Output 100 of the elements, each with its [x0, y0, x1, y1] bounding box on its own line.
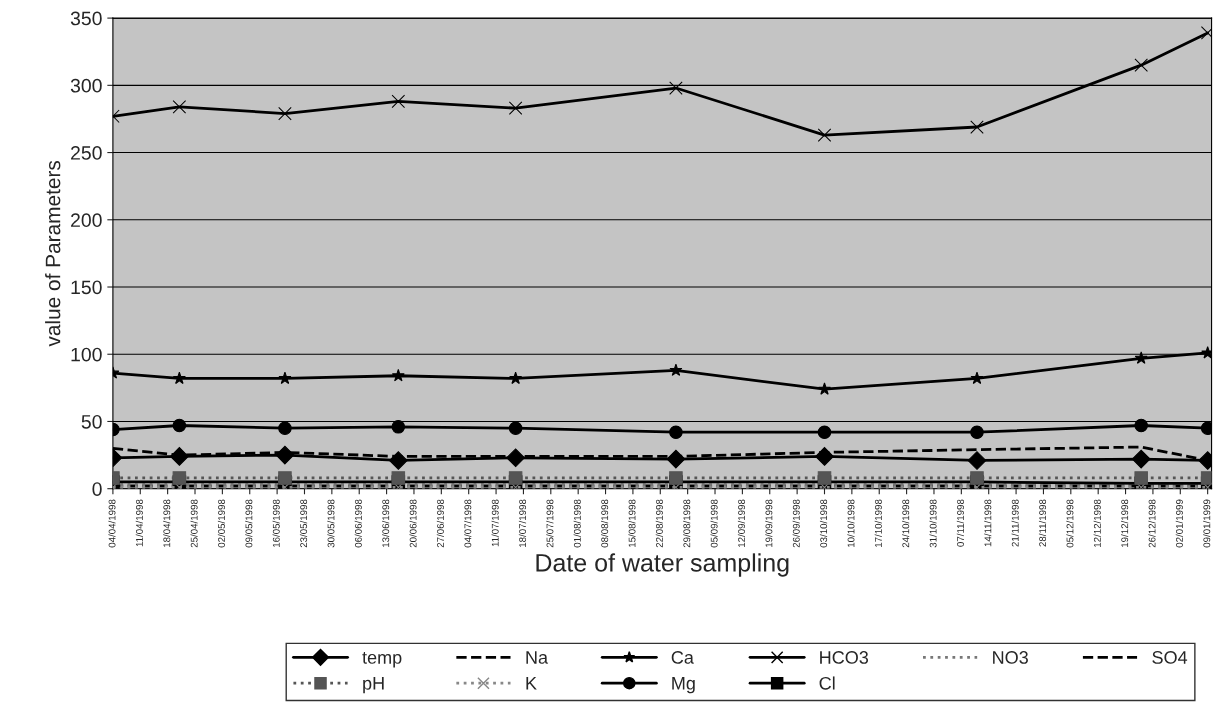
point — [818, 382, 831, 395]
x-tick-label: 17/10/1998 — [874, 499, 882, 548]
x-tick-label: 03/10/1998 — [819, 499, 828, 548]
x-tick-label: 25/07/1998 — [546, 499, 554, 548]
x-tick-label: 27/06/1998 — [436, 499, 444, 548]
x-tick-label: 24/10/1998 — [902, 499, 910, 548]
x-tick-label: 07/11/1998 — [956, 499, 964, 547]
x-tick-label: 12/12/1998 — [1093, 499, 1101, 548]
legend-label: pH — [363, 677, 384, 694]
point — [970, 471, 984, 485]
point — [1200, 421, 1212, 435]
legend-label: Mg — [672, 677, 695, 694]
x-tick-label: 22/08/1998 — [655, 499, 663, 548]
legend-label: temp — [362, 651, 402, 668]
point — [970, 425, 984, 439]
x-tick-label: 04/04/1998 — [108, 499, 116, 548]
point — [1134, 418, 1148, 433]
point — [1200, 26, 1212, 40]
point — [815, 447, 834, 466]
point — [1134, 351, 1148, 364]
point — [967, 451, 987, 470]
x-tick-label: 16/05/1998 — [272, 499, 280, 548]
x-tick-label: 19/09/1998 — [765, 499, 773, 548]
x-tick-label: 28/11/1998 — [1038, 499, 1047, 547]
x-tick-label: 06/06/1998 — [354, 499, 362, 548]
point — [172, 100, 187, 114]
point — [817, 128, 832, 142]
y-tick-label: 100 — [71, 347, 102, 362]
x-tick-label: 20/06/1998 — [409, 499, 417, 548]
x-tick-label: 29/08/1998 — [683, 499, 691, 548]
legend-label: SO4 — [1152, 651, 1188, 664]
point — [1134, 471, 1148, 485]
point — [817, 425, 832, 439]
x-tick-label: 09/01/1999 — [1203, 499, 1211, 548]
x-tick-label: 13/06/1998 — [382, 499, 390, 548]
point — [388, 451, 408, 470]
point — [391, 420, 406, 434]
x-tick-label: 01/08/1998 — [573, 499, 581, 548]
legend-label: Ca — [671, 651, 694, 664]
point — [391, 471, 406, 485]
point — [278, 421, 292, 435]
x-tick-label: 31/10/1998 — [929, 499, 937, 548]
point — [817, 471, 832, 485]
legend-label: Na — [526, 651, 549, 664]
x-tick-label: 18/07/1998 — [518, 499, 527, 548]
point — [508, 421, 523, 435]
point — [172, 471, 187, 485]
legend-label: K — [526, 677, 537, 690]
x-tick-label: 11/04/1998 — [135, 499, 143, 547]
point — [172, 418, 187, 433]
y-tick-label: 50 — [81, 414, 102, 429]
y-tick-label: 250 — [71, 146, 102, 160]
point — [669, 81, 683, 95]
x-tick-label: 11/07/1998 — [491, 499, 499, 547]
x-tick-label: 05/12/1998 — [1066, 499, 1074, 548]
x-tick-label: 19/12/1998 — [1121, 499, 1129, 548]
y-axis-title: value of Parameters — [45, 160, 61, 347]
x-tick-label: 26/09/1998 — [792, 499, 800, 548]
x-tick-label: 09/05/1998 — [245, 499, 253, 548]
point — [506, 448, 525, 468]
point — [508, 101, 523, 115]
legend-label: NO3 — [993, 651, 1028, 664]
legend-label: Cl — [819, 676, 835, 690]
point — [278, 371, 292, 385]
y-tick-label: 300 — [70, 78, 102, 93]
x-tick-label: 10/10/1998 — [847, 499, 855, 548]
x-tick-label: 25/04/1998 — [190, 499, 198, 548]
point — [278, 106, 292, 121]
point — [669, 471, 683, 485]
y-tick-label: 0 — [92, 482, 102, 496]
x-tick-label: 02/05/1998 — [217, 499, 225, 548]
x-tick-label: 21/11/1998 — [1011, 499, 1019, 547]
x-tick-label: 02/01/1999 — [1175, 499, 1183, 548]
point — [275, 445, 295, 465]
point — [1134, 58, 1148, 72]
point — [508, 471, 523, 485]
x-tick-label: 30/05/1998 — [327, 499, 335, 548]
point — [669, 425, 683, 439]
x-tick-label: 15/08/1998 — [628, 499, 636, 548]
legend-label: HCO3 — [820, 651, 869, 664]
x-tick-label: 14/11/1998 — [984, 499, 992, 547]
x-tick-label: 08/08/1998 — [601, 499, 609, 548]
point — [666, 449, 686, 469]
x-tick-label: 18/04/1998 — [163, 499, 171, 548]
point — [970, 371, 984, 385]
x-tick-label: 04/07/1998 — [464, 499, 472, 548]
point — [970, 120, 984, 134]
point — [391, 368, 405, 382]
point — [1131, 449, 1151, 469]
x-tick-label: 26/12/1998 — [1148, 499, 1156, 548]
point — [509, 371, 523, 385]
y-tick-label: 200 — [71, 213, 102, 228]
point — [278, 471, 292, 485]
x-tick-label: 23/05/1998 — [299, 499, 308, 548]
y-tick-label: 350 — [70, 11, 102, 26]
x-tick-label: 05/09/1998 — [710, 499, 718, 548]
x-axis-title: Date of water sampling — [536, 553, 789, 577]
point — [669, 363, 683, 376]
point — [391, 94, 406, 109]
point — [172, 371, 186, 385]
